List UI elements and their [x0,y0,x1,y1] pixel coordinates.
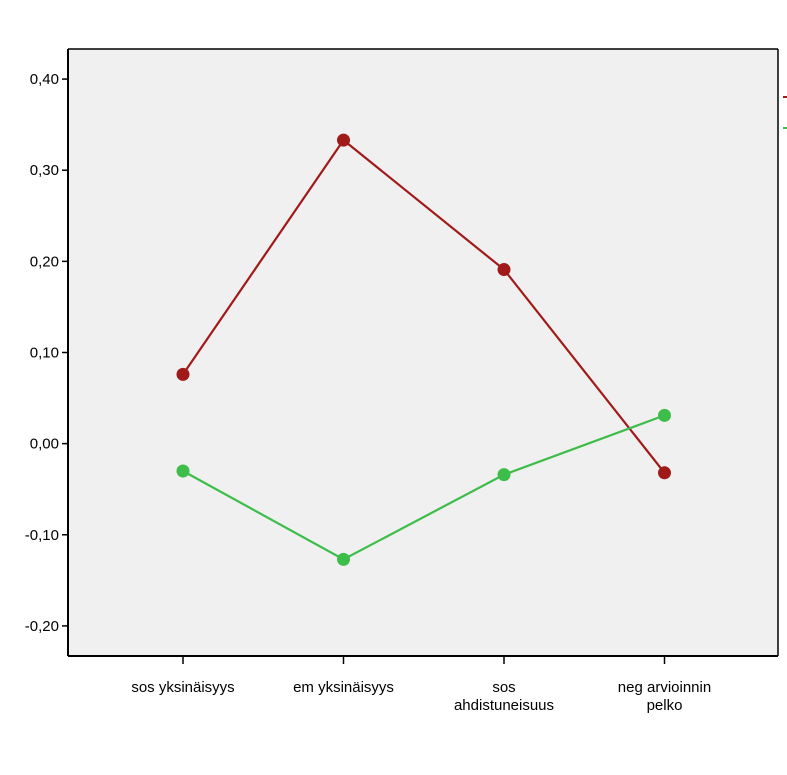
x-axis-ticks: sos yksinäisyys em yksinäisyys sos ahdistun… [131,656,711,714]
y-tick-label: 0,30 [30,162,59,179]
y-axis-ticks: 0,40 0,30 0,20 0,10 0,00 -0,10 -0,20 [25,71,68,635]
series-2-point [497,468,511,482]
x-category-label-line: sos [492,679,515,696]
y-tick-label: -0,10 [25,527,59,544]
y-tick-label: 0,10 [30,345,59,362]
x-category-label-line: em yksinäisyys [293,679,394,696]
series-1-point [176,367,190,381]
series-1-point [497,263,511,277]
plot-area [68,49,778,656]
x-category-label: em yksinäisyys [293,679,394,696]
y-tick-label: -0,20 [25,618,59,635]
series-2-point [176,464,190,478]
series-2-line [182,414,665,561]
x-category-label-line: neg arvioinnin [618,679,711,696]
y-tick-label: 0,20 [30,253,59,270]
x-category-label: sos yksinäisyys [131,679,234,696]
y-tick-label: 0,00 [30,436,59,453]
x-category-label-line: ahdistuneisuus [454,697,554,714]
series-1-point [658,466,671,480]
series-2-point [337,552,350,566]
series-layer [176,133,671,566]
x-category-label: sos ahdistuneisuus [454,679,554,714]
x-category-label-line: sos yksinäisyys [131,679,234,696]
x-category-label-line: pelko [647,697,683,714]
legend [783,96,787,129]
series-1-point [337,133,350,147]
series-2-point [658,408,671,422]
x-category-label: neg arvioinnin pelko [618,679,711,714]
series-1-line [182,138,666,474]
y-tick-label: 0,40 [30,71,59,88]
